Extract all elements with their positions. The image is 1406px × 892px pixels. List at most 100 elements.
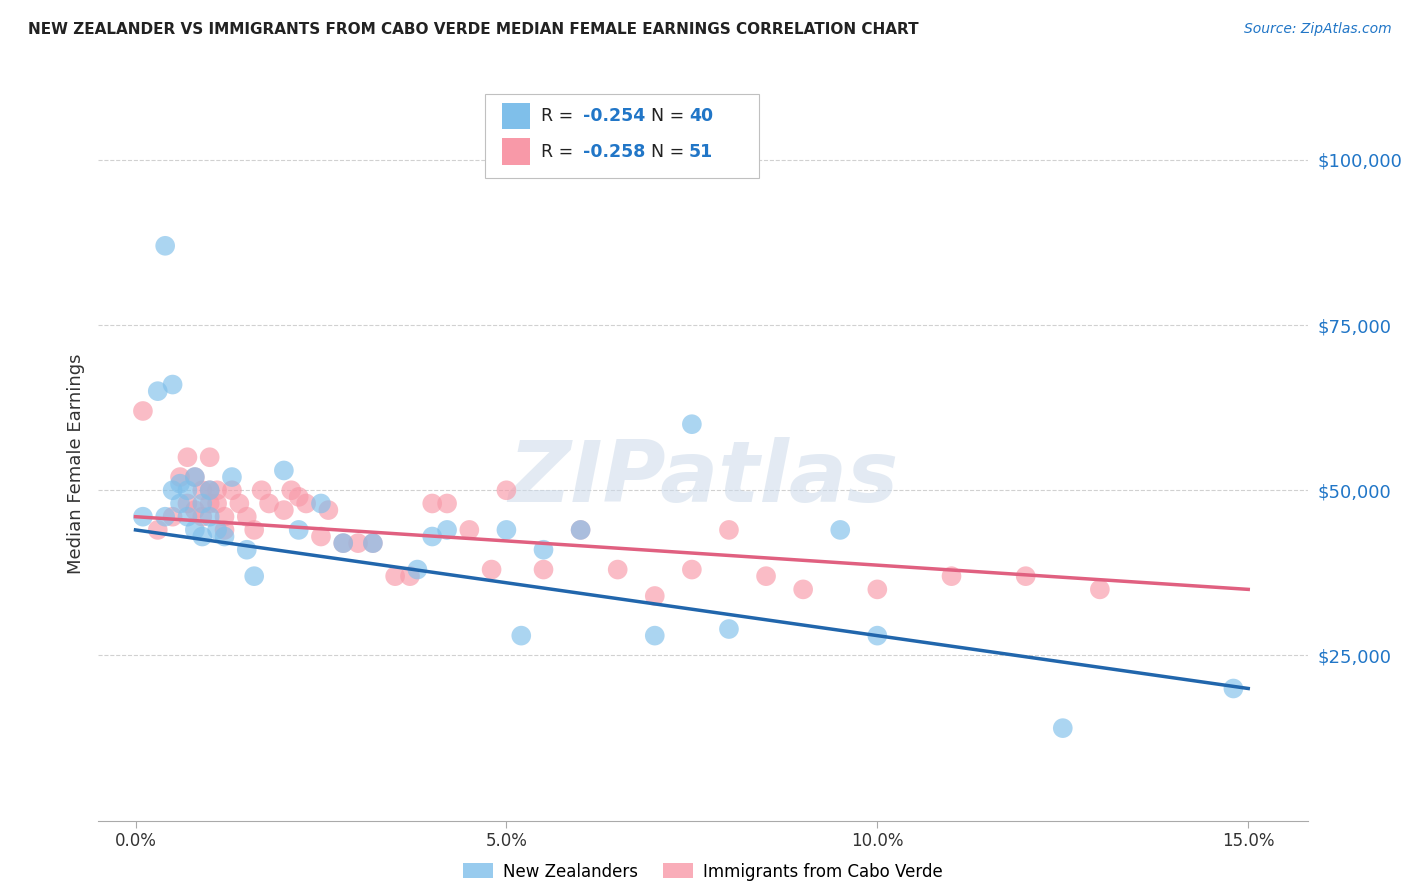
Point [184, 470, 207, 484]
Point [309, 496, 332, 510]
Point [153, 239, 176, 253]
Point [792, 582, 814, 597]
Point [243, 523, 266, 537]
Point [236, 542, 259, 557]
Point [243, 569, 266, 583]
Point [153, 509, 176, 524]
Point [436, 523, 458, 537]
Point [644, 589, 666, 603]
Point [717, 523, 740, 537]
Point [287, 523, 309, 537]
Point [569, 523, 592, 537]
Point [228, 496, 250, 510]
Point [361, 536, 384, 550]
Point [458, 523, 481, 537]
Text: NEW ZEALANDER VS IMMIGRANTS FROM CABO VERDE MEDIAN FEMALE EARNINGS CORRELATION C: NEW ZEALANDER VS IMMIGRANTS FROM CABO VE… [28, 22, 918, 37]
Point [384, 569, 406, 583]
Point [184, 523, 207, 537]
Point [309, 529, 332, 543]
Point [436, 496, 458, 510]
Point [1052, 721, 1074, 735]
Point [830, 523, 852, 537]
Point [162, 483, 184, 498]
Point [221, 483, 243, 498]
Point [250, 483, 273, 498]
Point [169, 476, 191, 491]
Text: N =: N = [651, 143, 690, 161]
Point [132, 404, 155, 418]
Point [198, 450, 221, 465]
Point [755, 569, 778, 583]
Point [132, 509, 155, 524]
Point [221, 470, 243, 484]
Y-axis label: Median Female Earnings: Median Female Earnings [66, 353, 84, 574]
Point [361, 536, 384, 550]
Point [214, 509, 236, 524]
Point [162, 377, 184, 392]
Point [146, 384, 169, 399]
Point [214, 523, 236, 537]
Text: -0.258: -0.258 [583, 143, 645, 161]
Point [941, 569, 963, 583]
Point [162, 509, 184, 524]
Text: ZIPatlas: ZIPatlas [508, 436, 898, 520]
Point [681, 563, 703, 577]
Point [318, 503, 340, 517]
Point [191, 509, 214, 524]
Point [176, 496, 198, 510]
Point [198, 483, 221, 498]
Point [681, 417, 703, 432]
Point [533, 542, 555, 557]
Point [717, 622, 740, 636]
Point [1222, 681, 1244, 696]
Point [347, 536, 370, 550]
Point [184, 503, 207, 517]
Point [257, 496, 280, 510]
Point [287, 490, 309, 504]
Text: N =: N = [651, 107, 690, 125]
Point [1015, 569, 1038, 583]
Point [236, 509, 259, 524]
Text: 51: 51 [689, 143, 713, 161]
Point [205, 496, 228, 510]
Point [176, 450, 198, 465]
Point [569, 523, 592, 537]
Point [510, 629, 533, 643]
Point [866, 582, 889, 597]
Point [176, 509, 198, 524]
Text: -0.254: -0.254 [583, 107, 645, 125]
Point [198, 496, 221, 510]
Point [295, 496, 318, 510]
Point [866, 629, 889, 643]
Point [205, 483, 228, 498]
Point [273, 503, 295, 517]
Point [198, 509, 221, 524]
Point [533, 563, 555, 577]
Point [214, 529, 236, 543]
Point [146, 523, 169, 537]
Point [176, 483, 198, 498]
Legend: New Zealanders, Immigrants from Cabo Verde: New Zealanders, Immigrants from Cabo Ver… [457, 856, 949, 888]
Point [169, 470, 191, 484]
Point [191, 529, 214, 543]
Point [420, 529, 443, 543]
Point [191, 483, 214, 498]
Point [273, 463, 295, 477]
Point [280, 483, 302, 498]
Point [1088, 582, 1111, 597]
Point [399, 569, 422, 583]
Point [495, 483, 517, 498]
Point [644, 629, 666, 643]
Text: Source: ZipAtlas.com: Source: ZipAtlas.com [1244, 22, 1392, 37]
Point [191, 496, 214, 510]
Point [198, 483, 221, 498]
Point [184, 470, 207, 484]
Point [406, 563, 429, 577]
Point [495, 523, 517, 537]
Text: R =: R = [541, 107, 579, 125]
Point [169, 496, 191, 510]
Text: R =: R = [541, 143, 579, 161]
Point [332, 536, 354, 550]
Point [205, 523, 228, 537]
Point [606, 563, 628, 577]
